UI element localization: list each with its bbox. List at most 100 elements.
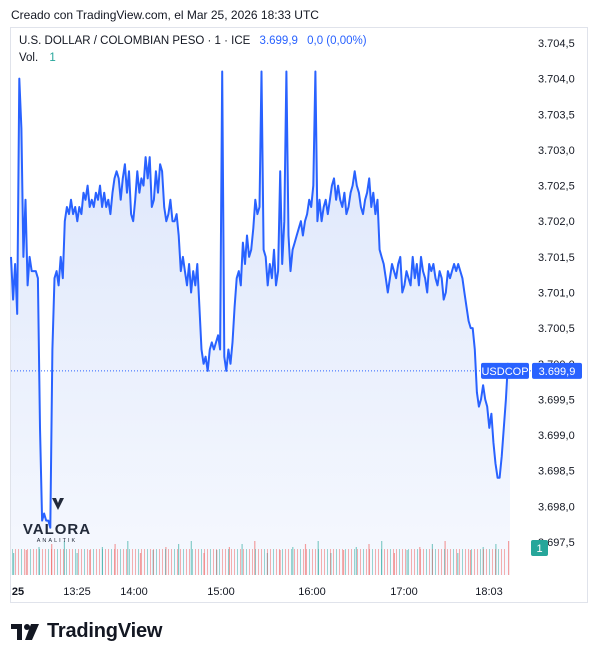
volume-bar [198,549,199,575]
volume-bar [210,549,211,575]
volume-bar [204,549,205,575]
volume-bar [465,549,466,575]
volume-bar [372,549,373,575]
volume-bar [102,549,103,575]
volume-legend: Vol. 1 [19,52,56,64]
volume-bar [285,549,286,575]
volume-bar [447,549,448,575]
volume-bar [178,544,180,575]
volume-bar [123,549,124,575]
volume-bar [13,553,15,575]
volume-bar [152,550,154,575]
volume-bar [489,549,490,575]
volume-bar [431,544,433,575]
change-legend: 0,0 (0,00%) [307,35,367,47]
volume-bar [414,549,415,575]
volume-bar [357,549,358,575]
volume-bar [474,549,475,575]
volume-bar [315,549,316,575]
y-tick-label: 3.701,0 [538,288,575,300]
volume-bar [303,549,304,575]
volume-bar [457,553,459,575]
volume-bar [18,549,19,575]
volume-bar [495,549,496,575]
volume-bar [300,549,301,575]
y-tick-label: 3.703,0 [538,145,575,157]
volume-bar [402,549,403,575]
volume-bar [444,541,446,575]
symbol-badge [481,362,529,379]
y-tick-label: 3.701,5 [538,252,575,264]
y-tick-label: 3.703,5 [538,109,575,121]
volume-bar [177,549,178,575]
volume-bar [255,549,256,575]
volume-bar [192,549,193,575]
volume-bar [153,549,154,575]
volume-bar [266,553,268,575]
volume-bar [111,549,112,575]
volume-bar [270,549,271,575]
created-with-header: Creado con TradingView.com, el Mar 25, 2… [11,8,319,22]
volume-bar [444,549,445,575]
volume-bar [195,549,196,575]
y-tick-label: 3.698,0 [538,501,575,513]
volume-bar [261,549,262,575]
last-price-badge-text: 3.699,9 [539,366,576,378]
volume-bar [75,549,76,575]
volume-bar [384,549,385,575]
volume-bar [366,549,367,575]
volume-bar [297,549,298,575]
volume-bar [190,541,192,575]
volume-bar [438,549,439,575]
volume-bar [508,541,510,575]
volume-bar [144,549,145,575]
volume-bar [282,549,283,575]
watermark-logo-icon [52,498,64,510]
tradingview-logo-icon [11,623,39,640]
volume-bar [482,547,484,575]
volume-bar [342,549,343,575]
volume-bar [39,549,40,575]
volume-bar [126,549,127,575]
volume-bar [141,549,142,575]
volume-bar [246,549,247,575]
volume-bar [36,549,37,575]
volume-bar [486,549,487,575]
volume-bar [441,549,442,575]
volume-bar [72,549,73,575]
volume-bar [276,549,277,575]
volume-bar [27,549,28,575]
volume-bar [84,549,85,575]
volume-bar [165,547,167,575]
x-tick-label: 13:25 [63,586,91,598]
symbol-badge-text: USDCOP [481,366,528,378]
volume-bar [354,549,355,575]
volume-bar [78,549,79,575]
volume-bar [99,549,100,575]
volume-bar [279,550,281,575]
volume-bar [498,549,499,575]
volume-bar [254,541,256,575]
volume-bar [294,549,295,575]
volume-bar [42,549,43,575]
volume-bar [336,549,337,575]
volume-bar [25,550,27,575]
volume-bar [312,549,313,575]
volume-bar [348,549,349,575]
volume-bar [378,549,379,575]
volume-bar [101,547,103,575]
volume-bar [243,549,244,575]
x-tick-label: 25 [12,586,24,598]
volume-bar [51,549,52,575]
volume-bar [156,549,157,575]
chart-panel[interactable] [10,27,588,603]
volume-bar [264,549,265,575]
volume-bar [435,549,436,575]
volume-bar [432,549,433,575]
volume-bar [81,549,82,575]
tradingview-wordmark: TradingView [47,620,163,642]
y-tick-label: 3.700,5 [538,323,575,335]
volume-bar [462,549,463,575]
volume-bar [60,549,61,575]
